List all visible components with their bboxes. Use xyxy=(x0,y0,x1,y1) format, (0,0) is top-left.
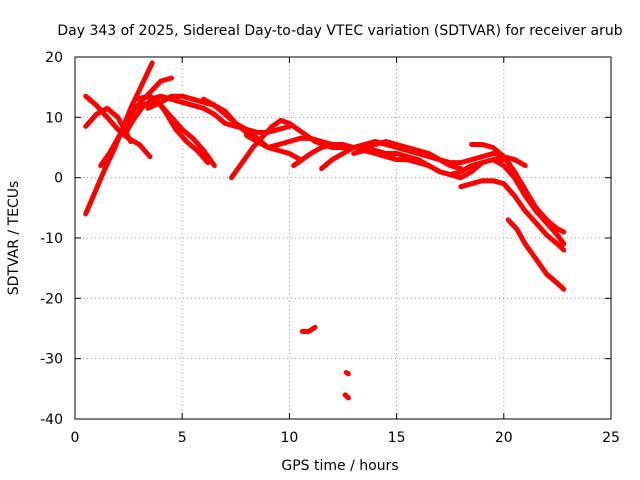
series-track-22 xyxy=(343,370,351,377)
x-tick-label: 10 xyxy=(280,430,298,446)
y-tick-label: 0 xyxy=(54,171,63,187)
tick-layer: 0 5 10 15 20 25 -40 -30 -20 -10 0 10 20 xyxy=(40,50,620,446)
series-track-11 xyxy=(201,96,303,163)
x-tick-label: 5 xyxy=(178,430,187,446)
series-track-18 xyxy=(458,178,567,253)
x-tick-label: 15 xyxy=(388,430,406,446)
series-layer xyxy=(83,60,567,401)
series-track-12 xyxy=(291,142,400,169)
series-track-13 xyxy=(319,139,528,172)
x-tick-label: 25 xyxy=(602,430,620,446)
series-track-20 xyxy=(505,217,567,292)
x-axis-label: GPS time / hours xyxy=(281,458,398,474)
series-track-21 xyxy=(299,324,318,334)
grid-layer xyxy=(75,57,611,419)
y-tick-label: -20 xyxy=(40,291,63,307)
series-track-16 xyxy=(383,151,507,181)
series-track-7 xyxy=(145,93,260,141)
y-tick-label: 20 xyxy=(45,50,63,66)
y-tick-label: -40 xyxy=(40,412,63,428)
x-tick-label: 20 xyxy=(495,430,513,446)
series-track-19 xyxy=(490,157,567,247)
y-tick-label: 10 xyxy=(45,110,63,126)
y-axis-label: SDTVAR / TECUs xyxy=(6,181,22,296)
series-track-17 xyxy=(469,142,567,235)
series-track-2 xyxy=(83,93,153,160)
series-track-23 xyxy=(342,392,351,401)
series-track-4 xyxy=(98,75,174,169)
y-tick-label: -30 xyxy=(40,352,63,368)
chart-title: Day 343 of 2025, Sidereal Day-to-day VTE… xyxy=(57,23,622,39)
y-tick-label: -10 xyxy=(40,231,63,247)
x-tick-label: 0 xyxy=(71,430,80,446)
series-track-15 xyxy=(351,148,485,178)
series-track-14 xyxy=(361,139,464,172)
